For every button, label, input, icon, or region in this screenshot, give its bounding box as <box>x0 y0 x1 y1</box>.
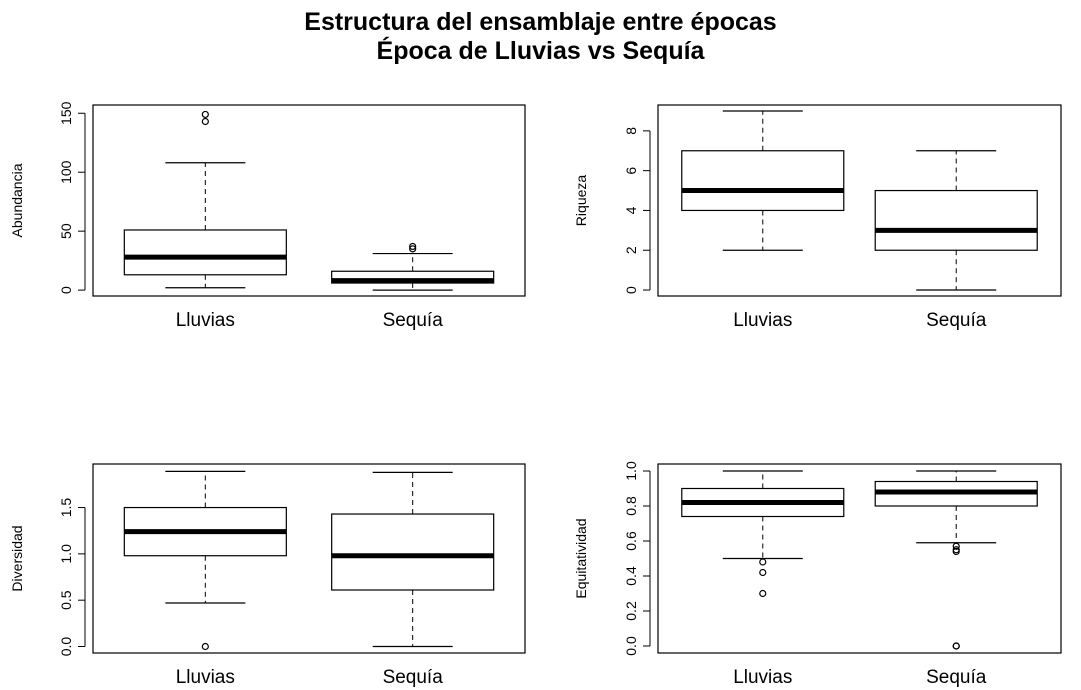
y-axis-label: Equitatividad <box>573 518 589 598</box>
y-axis-label: Riqueza <box>573 175 589 227</box>
outlier-point <box>409 242 417 251</box>
x-category-label: Sequía <box>383 310 444 331</box>
y-tick-label: 6 <box>623 167 639 175</box>
x-category-label: Sequía <box>926 310 987 331</box>
plot-frame <box>657 104 1062 297</box>
outlier-point <box>409 245 417 253</box>
x-category-label: Lluvias <box>176 667 235 688</box>
outlier-point <box>952 542 960 550</box>
box-iqr <box>123 229 287 276</box>
y-tick-label: 50 <box>58 223 74 239</box>
y-tick-label: 0 <box>623 286 639 294</box>
y-tick-label: 0.8 <box>623 496 639 516</box>
y-tick-label: 1.5 <box>58 498 74 518</box>
y-tick-label: 0.6 <box>623 531 639 551</box>
chart-title-line-2: Época de Lluvias vs Sequía <box>376 37 705 65</box>
y-tick-label: 0.4 <box>623 566 639 586</box>
y-axis-label: Diversidad <box>9 525 25 591</box>
outlier-point <box>201 110 209 119</box>
y-axis-label: Abundancia <box>9 163 25 237</box>
box-iqr <box>874 189 1038 251</box>
box-iqr <box>331 513 495 591</box>
x-category-label: Lluvias <box>176 310 235 331</box>
y-tick-label: 0.0 <box>623 636 639 656</box>
y-tick-label: 4 <box>623 206 639 214</box>
y-tick-label: 0.5 <box>58 590 74 610</box>
x-category-label: Lluvias <box>733 310 792 331</box>
chart-title-line-1: Estructura del ensamblaje entre épocas <box>304 8 777 36</box>
outlier-point <box>759 558 767 566</box>
y-tick-label: 1.0 <box>623 461 639 481</box>
outlier-point <box>952 547 960 556</box>
chart-title: Estructura del ensamblaje entre épocas É… <box>0 0 1081 66</box>
outlier-point <box>759 568 767 577</box>
y-tick-label: 8 <box>623 127 639 135</box>
outlier-point <box>759 589 767 598</box>
x-category-label: Sequía <box>383 667 444 688</box>
y-tick-label: 100 <box>58 160 74 184</box>
y-tick-label: 150 <box>58 101 74 125</box>
outlier-point <box>201 642 209 651</box>
y-tick-label: 0.2 <box>623 601 639 621</box>
y-tick-label: 2 <box>623 246 639 254</box>
plot-frame <box>657 463 1062 654</box>
outlier-point <box>201 117 209 126</box>
x-category-label: Lluvias <box>733 667 792 688</box>
plot-frame <box>92 104 526 297</box>
box-iqr <box>681 150 845 212</box>
x-category-label: Sequía <box>926 667 987 688</box>
y-tick-label: 1.0 <box>58 544 74 564</box>
y-tick-label: 0 <box>58 286 74 294</box>
outlier-point <box>952 642 960 650</box>
y-tick-label: 0.0 <box>58 637 74 657</box>
plot-frame <box>92 463 526 654</box>
